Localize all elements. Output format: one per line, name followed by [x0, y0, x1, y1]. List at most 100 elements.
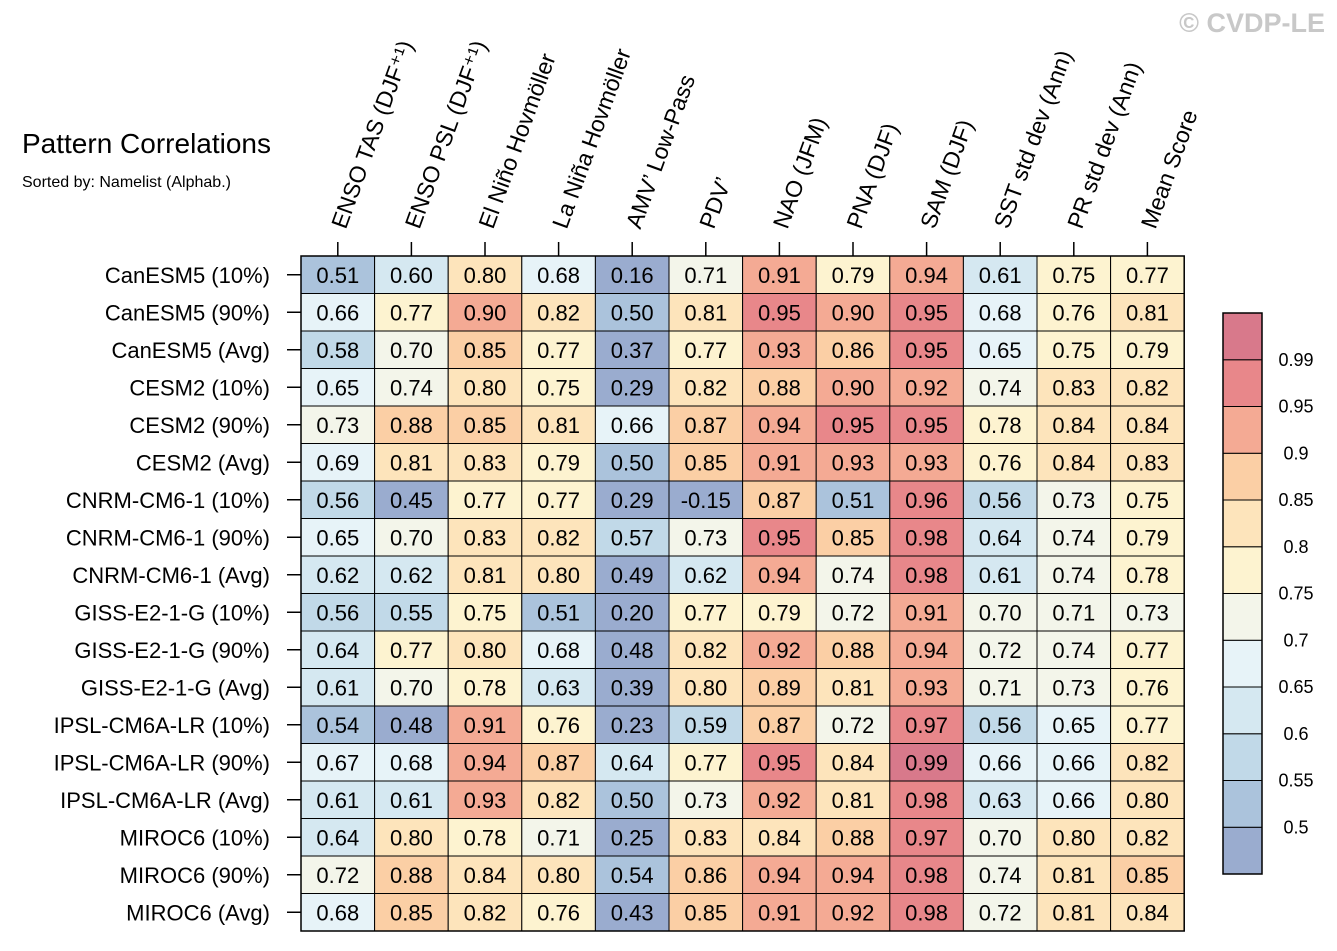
cell-value-label: 0.67: [316, 750, 359, 775]
cell-value-label: 0.68: [316, 900, 359, 925]
cell-value-label: 0.50: [611, 450, 654, 475]
heatmap-cell: [1110, 593, 1185, 632]
row-label: MIROC6 (10%): [120, 825, 270, 850]
cell-value-label: 0.98: [905, 788, 948, 813]
cell-value-label: 0.92: [758, 788, 801, 813]
heatmap-cell: [594, 480, 670, 519]
cell-value-label: 0.49: [611, 563, 654, 588]
cell-value-label: 0.50: [611, 300, 654, 325]
cell-value-label: 0.64: [316, 638, 359, 663]
colorbar-tick-label: 0.8: [1283, 537, 1308, 557]
cell-value-label: 0.85: [464, 413, 507, 438]
heatmap-cell: [374, 630, 449, 669]
colorbar-swatch: [1222, 546, 1263, 594]
row-label: IPSL-CM6A-LR (10%): [54, 713, 270, 738]
cell-value-label: 0.80: [684, 675, 727, 700]
heatmap-cell: [374, 705, 449, 744]
heatmap-cell: [447, 893, 523, 932]
heatmap-cell: [521, 518, 596, 557]
heatmap-cell: [962, 443, 1038, 482]
colorbar-tick-label: 0.6: [1283, 724, 1308, 744]
cell-value-label: 0.51: [832, 488, 875, 513]
heatmap-cell: [300, 855, 376, 894]
cell-value-label: 0.70: [390, 338, 433, 363]
cell-value-label: 0.80: [1126, 788, 1169, 813]
cell-value-label: 0.77: [684, 600, 727, 625]
cell-value-label: 0.65: [316, 375, 359, 400]
heatmap-cell: [374, 668, 449, 707]
cell-value-label: 0.58: [316, 338, 359, 363]
cell-value-label: 0.86: [832, 338, 875, 363]
cell-value-label: 0.79: [758, 600, 801, 625]
row-label: CNRM-CM6-1 (10%): [66, 488, 270, 513]
cell-value-label: 0.51: [537, 600, 580, 625]
heatmap-cell: [594, 293, 670, 332]
heatmap-cell: [1110, 480, 1185, 519]
heatmap-cell: [521, 443, 596, 482]
heatmap-cell: [962, 743, 1038, 782]
cell-value-label: 0.65: [316, 525, 359, 550]
cell-value-label: 0.83: [684, 825, 727, 850]
heatmap-cell: [300, 405, 376, 444]
cell-value-label: 0.98: [905, 563, 948, 588]
cell-value-label: 0.83: [1126, 450, 1169, 475]
cell-value-label: 0.94: [464, 750, 507, 775]
cell-value-label: 0.64: [979, 525, 1022, 550]
cell-value-label: 0.81: [464, 563, 507, 588]
heatmap-cell: [1110, 518, 1185, 557]
cell-value-label: 0.77: [1126, 638, 1169, 663]
cell-value-label: 0.70: [390, 675, 433, 700]
heatmap-cell: [742, 405, 817, 444]
colorbar-swatch: [1222, 826, 1263, 875]
heatmap-cell: [1036, 818, 1112, 857]
cell-value-label: 0.66: [979, 750, 1022, 775]
cell-value-label: 0.82: [684, 638, 727, 663]
cell-value-label: 0.96: [905, 488, 948, 513]
cell-value-label: 0.83: [1052, 375, 1095, 400]
colorbar-tick-label: 0.7: [1283, 630, 1308, 650]
column-header: PNA (DJF): [841, 120, 903, 232]
heatmap-cell: [742, 518, 817, 557]
cell-value-label: 0.82: [1126, 825, 1169, 850]
heatmap-cell: [374, 818, 449, 857]
heatmap-cell: [962, 368, 1038, 407]
cell-value-label: 0.92: [905, 375, 948, 400]
row-label: MIROC6 (90%): [120, 863, 270, 888]
cell-value-label: 0.25: [611, 825, 654, 850]
heatmap-cell: [742, 630, 817, 669]
cell-value-label: 0.91: [758, 263, 801, 288]
heatmap-cell: [889, 443, 964, 482]
heatmap-cell: [447, 518, 523, 557]
heatmap-cell: [521, 555, 596, 594]
cell-value-label: 0.84: [758, 825, 801, 850]
cell-value-label: 0.80: [390, 825, 433, 850]
heatmap-cell: [447, 630, 523, 669]
cell-value-label: 0.81: [537, 413, 580, 438]
cell-value-label: 0.43: [611, 900, 654, 925]
cell-value-label: 0.80: [464, 638, 507, 663]
heatmap-cell: [742, 893, 817, 932]
cell-value-label: 0.73: [684, 525, 727, 550]
cell-value-label: 0.80: [1052, 825, 1095, 850]
heatmap-cell: [742, 443, 817, 482]
heatmap-cell: [889, 780, 964, 819]
cell-value-label: 0.72: [832, 713, 875, 738]
cell-value-label: 0.60: [390, 263, 433, 288]
cell-value-label: 0.56: [979, 713, 1022, 738]
cell-value-label: 0.64: [611, 750, 654, 775]
cell-value-label: -0.15: [681, 488, 731, 513]
cell-value-label: 0.79: [537, 450, 580, 475]
row-labels: CanESM5 (10%) CanESM5 (90%) CanESM5 (Avg) C…: [54, 263, 301, 925]
cell-value-label: 0.86: [684, 863, 727, 888]
row-label: CESM2 (10%): [129, 375, 270, 400]
heatmap-cell: [521, 368, 596, 407]
cell-value-label: 0.70: [979, 600, 1022, 625]
colorbar-tick-label: 0.65: [1278, 677, 1313, 697]
heatmap-cell: [742, 705, 817, 744]
cell-value-label: 0.97: [905, 825, 948, 850]
cell-value-label: 0.45: [390, 488, 433, 513]
cell-value-label: 0.88: [390, 863, 433, 888]
heatmap-cell: [742, 855, 817, 894]
colorbar-tick-label: 0.95: [1278, 397, 1313, 417]
heatmap-cell: [447, 668, 523, 707]
